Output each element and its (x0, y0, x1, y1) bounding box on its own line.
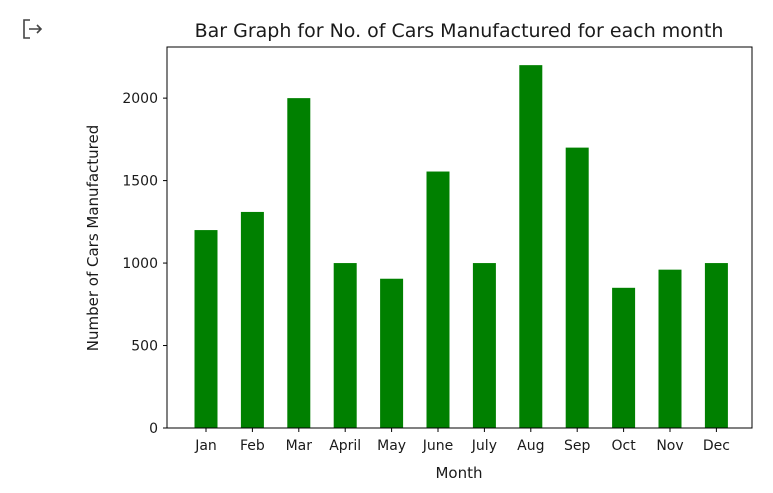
x-tick-label: Feb (240, 438, 265, 454)
bar-sep (565, 147, 589, 428)
x-tick-label: July (471, 438, 497, 454)
bar-june (426, 171, 450, 428)
x-tick-label: April (329, 438, 361, 454)
bars-group (194, 65, 728, 429)
chart-title: Bar Graph for No. of Cars Manufactured f… (195, 20, 724, 42)
plot-area-frame (166, 46, 753, 429)
bar-dec (704, 263, 728, 428)
bar-may (380, 278, 404, 428)
bar-jan (194, 230, 218, 428)
y-axis: 0 500 1000 1500 2000 (122, 91, 167, 437)
x-tick-label: Nov (656, 438, 683, 454)
y-tick-label: 1500 (122, 174, 158, 190)
y-tick-label: 0 (149, 421, 158, 437)
y-axis-label: Number of Cars Manufactured (84, 125, 102, 352)
y-tick-label: 500 (131, 339, 158, 355)
bar-oct (612, 287, 636, 428)
bar-april (333, 263, 357, 428)
x-tick-label: Dec (703, 438, 730, 454)
bar-nov (658, 269, 682, 428)
x-axis-label: Month (435, 464, 482, 482)
bar-july (472, 263, 496, 428)
bar-feb (240, 211, 264, 428)
output-redirect-icon[interactable] (20, 16, 46, 42)
x-tick-label: Aug (517, 438, 544, 454)
x-axis: Jan Feb Mar April May June July Aug Sep Oct Nov Dec (194, 428, 730, 454)
y-tick-label: 1000 (122, 256, 158, 272)
bar-aug (519, 65, 543, 429)
x-tick-label: May (377, 438, 406, 454)
y-tick-label: 2000 (122, 91, 158, 107)
x-tick-label: Mar (286, 438, 313, 454)
x-tick-label: Oct (611, 438, 636, 454)
x-tick-label: June (422, 438, 454, 454)
x-tick-label: Jan (194, 438, 217, 454)
output-redirect-glyph (23, 19, 43, 39)
bar-mar (287, 98, 311, 428)
x-tick-label: Sep (564, 438, 591, 454)
